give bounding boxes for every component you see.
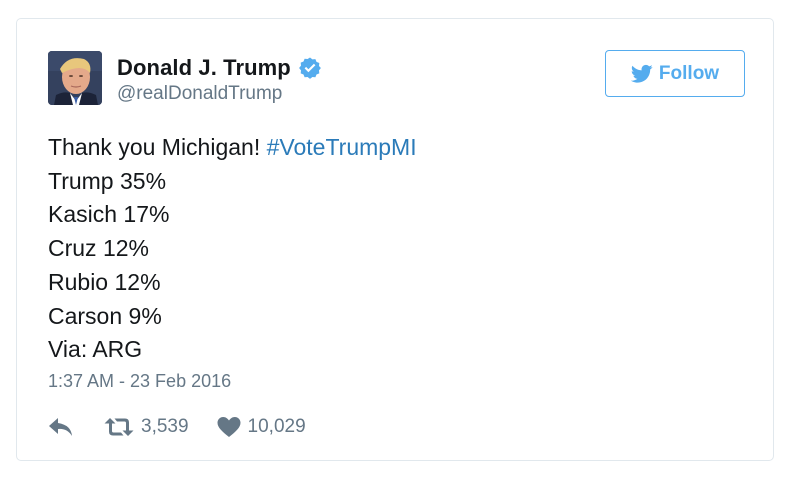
avatar-image [48, 51, 102, 105]
tweet-line: Rubio 12% [48, 268, 161, 295]
tweet-intro: Thank you Michigan! [48, 134, 267, 160]
like-button[interactable]: 10,029 [217, 416, 306, 438]
twitter-bird-icon [630, 64, 653, 83]
tweet-timestamp[interactable]: 1:37 AM - 23 Feb 2016 [48, 371, 232, 391]
author-name[interactable]: Donald J. Trump [117, 55, 291, 80]
tweet-card: Donald J. Trump @realDonaldTrump Follow … [16, 18, 774, 461]
tweet-first-line: Thank you Michigan! #VoteTrumpMI [48, 131, 748, 165]
follow-button[interactable]: Follow [605, 50, 745, 97]
tweet-line: Carson 9% [48, 302, 162, 329]
hashtag-link[interactable]: #VoteTrumpMI [266, 134, 417, 160]
tweet-actions: 3,539 10,029 [48, 413, 306, 441]
like-count: 10,029 [247, 416, 306, 437]
tweet-line: Via: ARG [48, 336, 143, 363]
tweet-line: Kasich 17% [48, 201, 170, 228]
author-handle[interactable]: @realDonaldTrump [117, 83, 283, 104]
reply-icon [49, 418, 72, 436]
retweet-button[interactable]: 3,539 [104, 416, 189, 438]
avatar[interactable] [48, 51, 102, 105]
author-name-row: Donald J. Trump [117, 53, 322, 83]
tweet-text: Thank you Michigan! #VoteTrumpMI Trump 3… [48, 131, 748, 367]
retweet-count: 3,539 [141, 416, 189, 437]
reply-button[interactable] [48, 416, 74, 438]
retweet-icon [104, 418, 134, 436]
follow-button-label: Follow [658, 62, 720, 84]
verified-badge-icon [298, 56, 322, 80]
tweet-line: Cruz 12% [48, 235, 149, 262]
tweet-line: Trump 35% [48, 167, 167, 194]
heart-icon [217, 417, 241, 437]
